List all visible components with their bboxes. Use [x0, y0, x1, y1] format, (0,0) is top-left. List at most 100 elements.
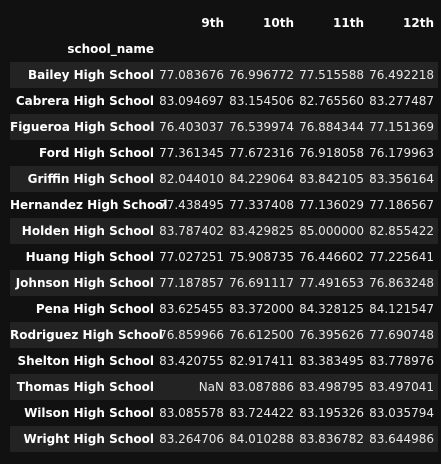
row-index-label: Pena High School: [35, 302, 154, 316]
table-cell: 77.136029: [299, 198, 364, 212]
table-cell: NaN: [198, 380, 224, 394]
table-cell: 85.000000: [299, 224, 364, 238]
table-cell: 83.195326: [299, 406, 364, 420]
row-index-label: Griffin High School: [27, 172, 154, 186]
table-cell: 83.383495: [299, 354, 364, 368]
table-cell: 82.917411: [229, 354, 294, 368]
table-cell: 77.186567: [369, 198, 434, 212]
row-index-label: Wilson High School: [24, 406, 154, 420]
index-name-header: school_name: [67, 42, 154, 56]
table-row: Holden High School 83.787402 83.429825 85.0…: [10, 218, 438, 244]
table-row: Bailey High School 77.083676 76.996772 77.5…: [10, 62, 438, 88]
table-cell: 77.672316: [229, 146, 294, 160]
dataframe-table: 9th 10th 11th 12th school_name Bailey Hi…: [10, 10, 438, 452]
table-cell: 83.035794: [369, 406, 434, 420]
table-row: Cabrera High School 83.094697 83.154506 82.…: [10, 88, 438, 114]
table-cell: 77.690748: [369, 328, 434, 342]
table-row: Hernandez High School 77.438495 77.337408 7…: [10, 192, 438, 218]
table-cell: 83.724422: [229, 406, 294, 420]
table-cell: 76.996772: [229, 68, 294, 82]
table-cell: 83.842105: [299, 172, 364, 186]
table-header: 9th 10th 11th 12th school_name: [10, 10, 438, 62]
column-header-11th: 11th: [333, 16, 364, 30]
table-cell: 77.151369: [369, 120, 434, 134]
row-index-label: Wright High School: [23, 432, 154, 446]
table-cell: 76.884344: [299, 120, 364, 134]
table-cell: 83.372000: [229, 302, 294, 316]
table-cell: 83.356164: [369, 172, 434, 186]
table-body: Bailey High School 77.083676 76.996772 77.5…: [10, 62, 438, 452]
row-index-label: Hernandez High School: [10, 198, 168, 212]
table-cell: 75.908735: [229, 250, 294, 264]
table-cell: 76.492218: [369, 68, 434, 82]
table-cell: 83.787402: [159, 224, 224, 238]
table-row: Wilson High School 83.085578 83.724422 83.1…: [10, 400, 438, 426]
table-row: Wright High School 83.264706 84.010288 83.8…: [10, 426, 438, 452]
table-cell: 76.539974: [229, 120, 294, 134]
table-cell: 83.778976: [369, 354, 434, 368]
table-cell: 77.187857: [159, 276, 224, 290]
column-header-9th: 9th: [201, 16, 224, 30]
index-header-row: school_name: [10, 36, 438, 62]
table-cell: 84.229064: [229, 172, 294, 186]
table-cell: 82.855422: [369, 224, 434, 238]
table-cell: 76.918058: [299, 146, 364, 160]
row-index-label: Thomas High School: [16, 380, 154, 394]
table-cell: 76.859966: [159, 328, 224, 342]
table-row: Rodriguez High School 76.859966 76.612500 7…: [10, 322, 438, 348]
header-corner: [10, 10, 158, 36]
table-cell: 84.121547: [369, 302, 434, 316]
table-cell: 77.225641: [369, 250, 434, 264]
table-cell: 83.277487: [369, 94, 434, 108]
column-header-row: 9th 10th 11th 12th: [10, 10, 438, 36]
table-cell: 76.179963: [369, 146, 434, 160]
row-index-label: Holden High School: [21, 224, 154, 238]
table-cell: 83.154506: [229, 94, 294, 108]
table-cell: 83.085578: [159, 406, 224, 420]
table-cell: 84.328125: [299, 302, 364, 316]
table-row: Ford High School 77.361345 77.672316 76.918…: [10, 140, 438, 166]
row-index-label: Cabrera High School: [15, 94, 154, 108]
table-cell: 83.497041: [369, 380, 434, 394]
table-row: Johnson High School 77.187857 76.691117 77.…: [10, 270, 438, 296]
table-row: Thomas High School NaN 83.087886 83.498795 8…: [10, 374, 438, 400]
table-cell: 83.087886: [229, 380, 294, 394]
table-cell: 82.044010: [159, 172, 224, 186]
table-cell: 76.446602: [299, 250, 364, 264]
table-cell: 83.625455: [159, 302, 224, 316]
table-cell: 77.515588: [299, 68, 364, 82]
table-cell: 77.027251: [159, 250, 224, 264]
table-cell: 77.083676: [159, 68, 224, 82]
table-row: Pena High School 83.625455 83.372000 84.328…: [10, 296, 438, 322]
table-cell: 77.438495: [159, 198, 224, 212]
table-cell: 76.395626: [299, 328, 364, 342]
table-row: Huang High School 77.027251 75.908735 76.44…: [10, 244, 438, 270]
table-row: Figueroa High School 76.403037 76.539974 76…: [10, 114, 438, 140]
table-row: Shelton High School 83.420755 82.917411 83.…: [10, 348, 438, 374]
table-cell: 83.094697: [159, 94, 224, 108]
row-index-label: Bailey High School: [28, 68, 154, 82]
table-row: Griffin High School 82.044010 84.229064 83.…: [10, 166, 438, 192]
row-index-label: Rodriguez High School: [10, 328, 163, 342]
table-cell: 76.691117: [229, 276, 294, 290]
table-cell: 83.420755: [159, 354, 224, 368]
row-index-label: Figueroa High School: [10, 120, 155, 134]
column-header-10th: 10th: [263, 16, 294, 30]
table-cell: 83.836782: [299, 432, 364, 446]
table-cell: 77.491653: [299, 276, 364, 290]
table-cell: 84.010288: [229, 432, 294, 446]
table-cell: 83.264706: [159, 432, 224, 446]
table-cell: 76.612500: [229, 328, 294, 342]
table-cell: 82.765560: [299, 94, 364, 108]
table-cell: 77.337408: [229, 198, 294, 212]
column-header-12th: 12th: [403, 16, 434, 30]
table-cell: 83.498795: [299, 380, 364, 394]
table-cell: 83.644986: [369, 432, 434, 446]
row-index-label: Ford High School: [38, 146, 154, 160]
table-cell: 83.429825: [229, 224, 294, 238]
table-cell: 76.403037: [159, 120, 224, 134]
table-cell: 76.863248: [369, 276, 434, 290]
table-cell: 77.361345: [159, 146, 224, 160]
row-index-label: Shelton High School: [17, 354, 154, 368]
